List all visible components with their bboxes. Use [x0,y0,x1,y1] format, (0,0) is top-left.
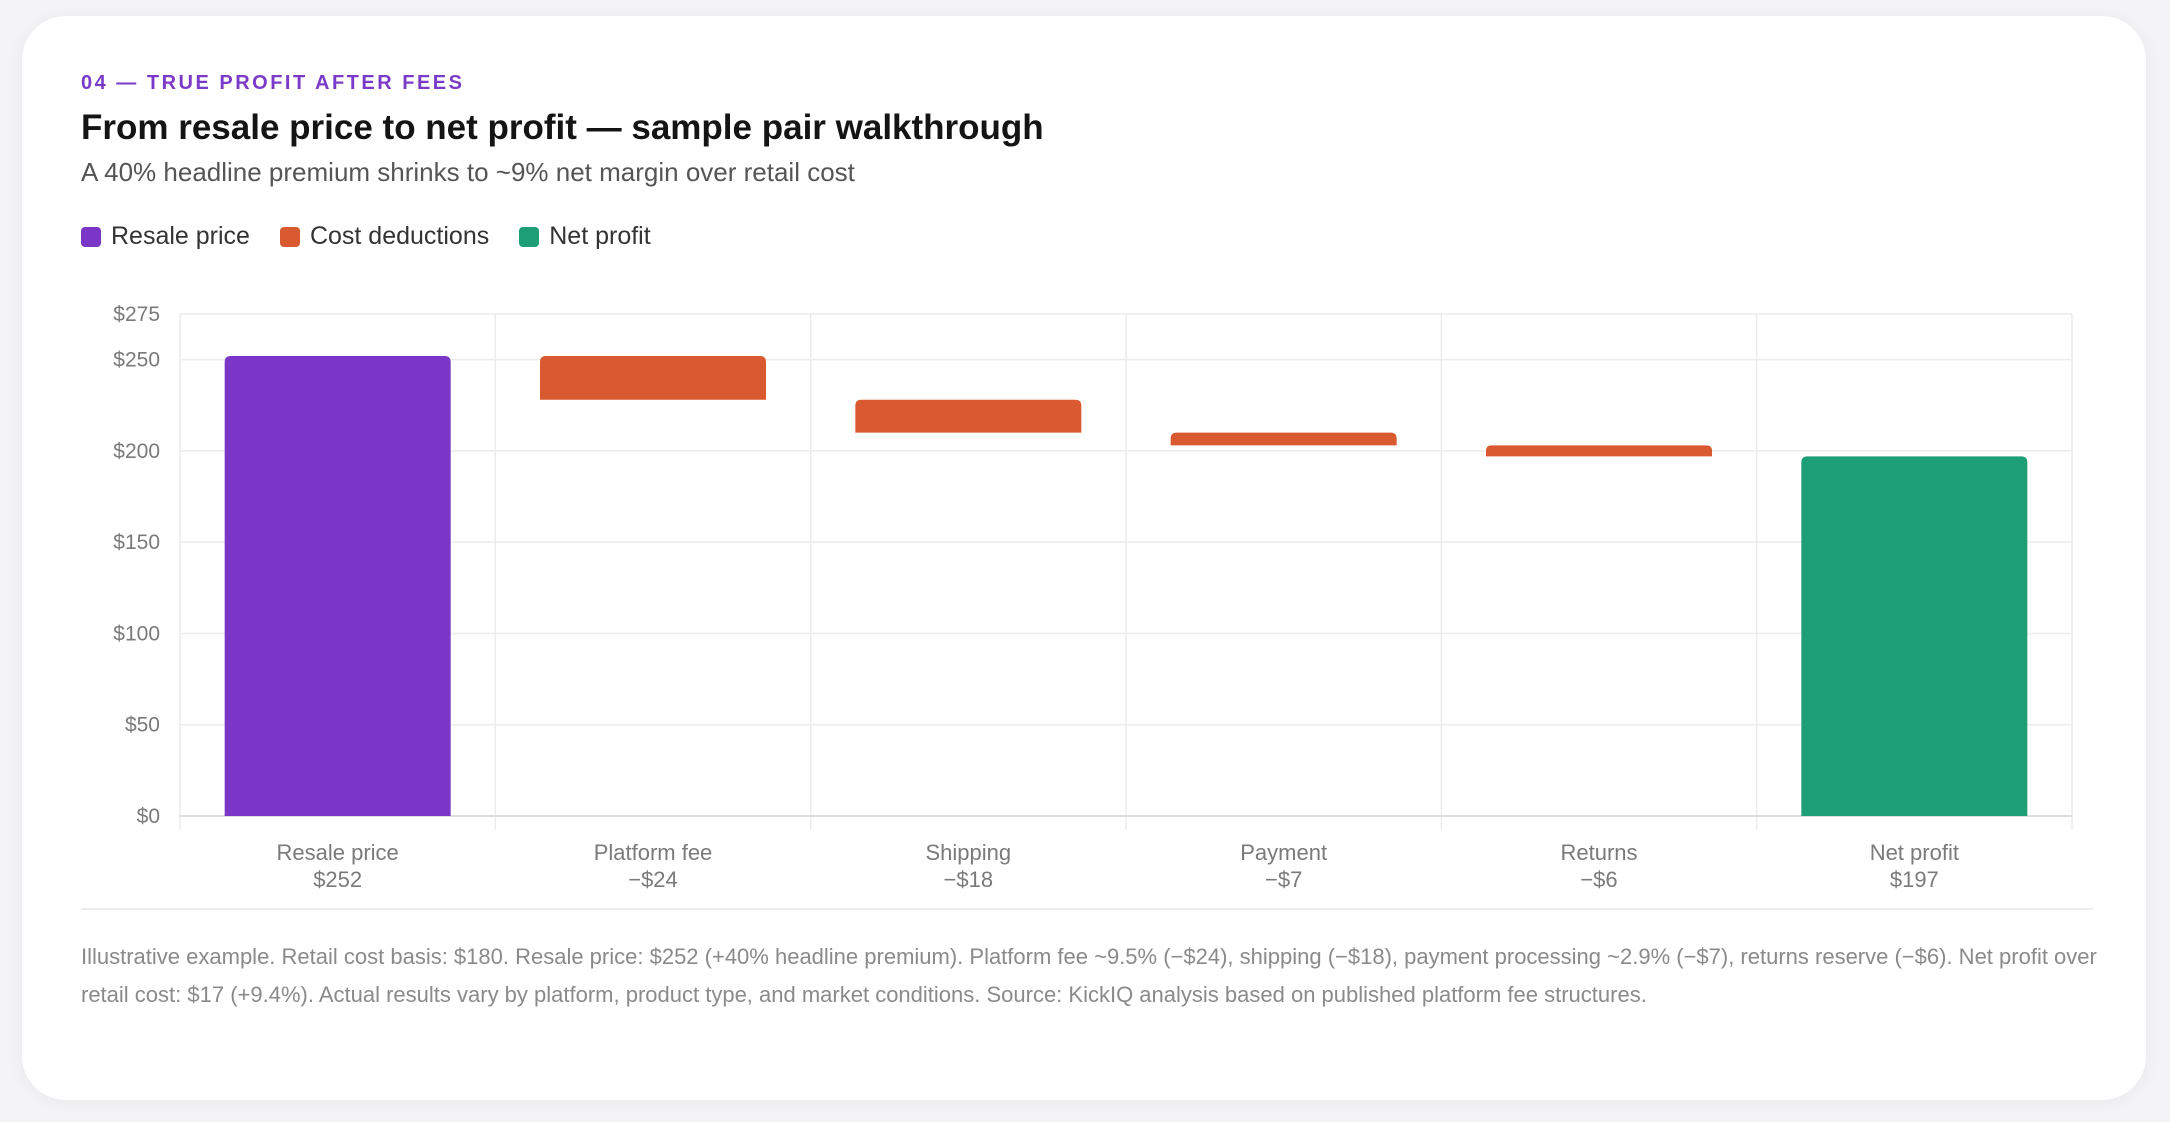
legend-item-cost-deductions: Cost deductions [279,222,490,251]
legend-swatch-cost-deductions [279,226,300,247]
bar-resale-price [224,355,451,816]
legend-item-net-profit: Net profit [519,222,651,251]
x-tick-label-resale-price: Resale price [277,840,399,865]
x-tick-label-platform-fee: Platform fee [594,840,713,865]
y-tick-label-6: $275 [113,303,160,326]
waterfall-chart: $0 $50 $100 $150 $200 $250 $275 Resale price$25… [113,303,2073,892]
bar-value-label-net-profit: $197 [1890,867,1939,892]
bar-platform-fee [540,355,766,400]
x-tick-label-net-profit: Net profit [1870,840,1959,865]
bar-payment [1170,432,1397,446]
legend-swatch-net-profit [519,226,540,247]
bar-returns [1486,445,1712,457]
y-tick-label-4: $200 [113,440,160,463]
legend-label-cost-deductions: Cost deductions [309,222,490,250]
y-tick-label-2: $100 [113,622,160,645]
x-tick-label-shipping: Shipping [926,840,1012,865]
bar-value-label-payment: −$7 [1265,867,1302,892]
chart-subtitle: A 40% headline premium shrinks to ~9% ne… [81,157,855,187]
bar-shipping [855,399,1082,433]
y-tick-label-5: $250 [113,349,160,372]
bar-value-label-resale-price: $252 [313,867,362,892]
bar-value-label-platform-fee: −$24 [628,867,678,892]
bar-value-label-returns: −$6 [1580,867,1617,892]
legend-label-resale-price: Resale price [111,222,250,250]
chart-footnote: Illustrative example. Retail cost basis:… [81,944,2097,1007]
legend-label-net-profit: Net profit [549,222,651,250]
footnote-divider [81,908,2093,910]
legend-swatch-resale-price [81,226,101,247]
legend-item-resale-price: Resale price [81,222,250,251]
section-eyebrow: 04 — TRUE PROFIT AFTER FEES [81,72,465,94]
x-tick-label-payment: Payment [1240,840,1327,865]
bar-net-profit [1801,456,2028,816]
chart-title: From resale price to net profit — sample… [81,108,1044,147]
x-tick-label-returns: Returns [1560,840,1637,865]
y-tick-label-0: $0 [137,805,160,828]
y-tick-label-1: $50 [125,714,160,737]
chart-legend: Resale price Cost deductions Net profit [81,222,651,251]
y-tick-label-3: $150 [113,531,160,554]
bar-value-label-shipping: −$18 [944,867,994,892]
